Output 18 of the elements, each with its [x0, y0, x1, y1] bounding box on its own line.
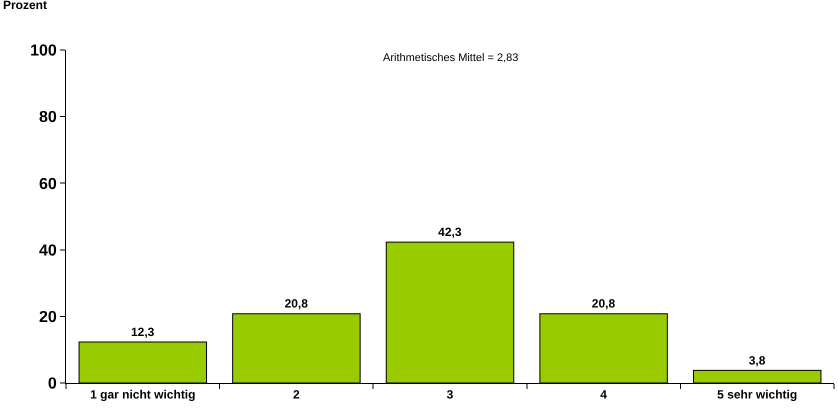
y-axis-title: Prozent — [3, 0, 48, 12]
annotation: Arithmetisches Mittel = 2,83 — [383, 52, 518, 64]
x-tick-label: 4 — [600, 387, 608, 402]
y-tick-label: 0 — [48, 376, 57, 393]
x-tick-label: 2 — [293, 387, 300, 402]
y-tick-label: 100 — [30, 42, 57, 60]
y-tick-label: 40 — [39, 242, 57, 260]
data-label: 12,3 — [130, 325, 155, 340]
y-tick-label: 20 — [39, 309, 57, 326]
x-tick-label: 3 — [446, 387, 454, 402]
data-label: 20,8 — [284, 296, 308, 311]
y-tick-label: 60 — [39, 176, 57, 193]
x-tick-label: 1 gar nicht wichtig — [90, 387, 196, 402]
data-label: 42,3 — [438, 225, 462, 240]
data-label: 20,8 — [592, 296, 616, 311]
data-label: 3,8 — [748, 353, 766, 368]
x-tick-label: 5 sehr wichtig — [717, 387, 798, 402]
y-tick-label: 80 — [39, 109, 57, 126]
